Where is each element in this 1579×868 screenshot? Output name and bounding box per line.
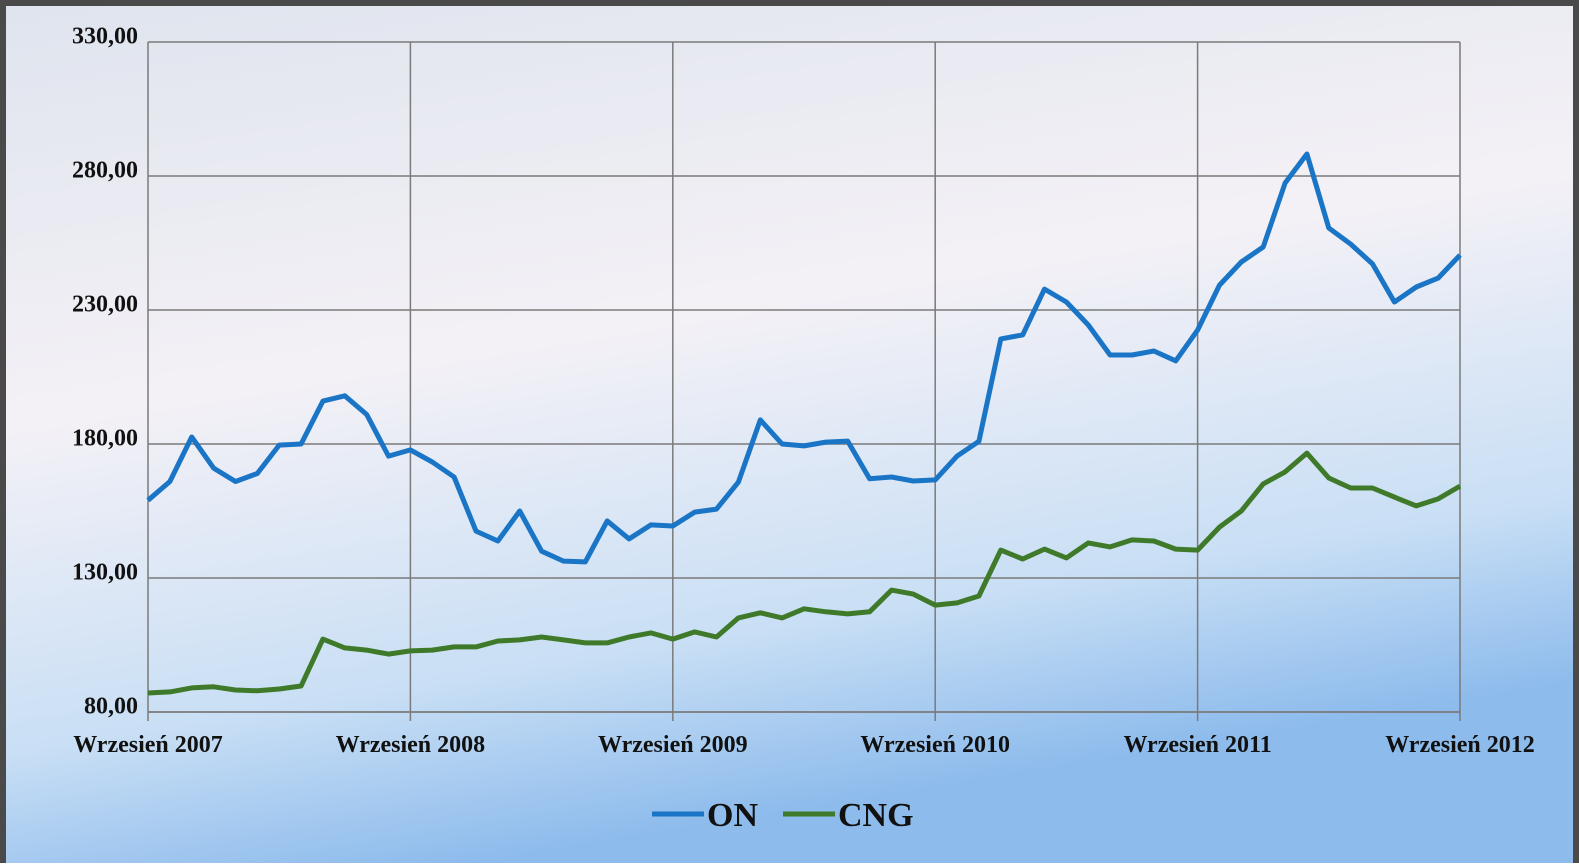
x-tick-label: Wrzesień 2010 [860,732,1010,758]
x-tick-label: Wrzesień 2008 [336,732,486,758]
page: 80,00 130,00 180,00 230,00 280,00 330,00 Wrzes… [0,0,1579,863]
x-tick-label: Wrzesień 2012 [1385,732,1535,758]
legend-label: CNG [838,797,914,834]
background [6,6,1573,863]
x-tick-label: Wrzesień 2011 [1123,732,1271,758]
y-tick-label: 280,00 [72,158,138,184]
x-tick-label: Wrzesień 2007 [73,732,223,758]
y-tick-label: 230,00 [72,292,138,318]
y-tick-label: 80,00 [84,694,138,720]
y-tick-label: 330,00 [72,24,138,50]
x-tick-label: Wrzesień 2009 [598,732,748,758]
y-tick-label: 180,00 [72,426,138,452]
chart: 80,00 130,00 180,00 230,00 280,00 330,00 Wrzes… [0,0,1579,863]
legend-label: ON [707,797,758,834]
y-tick-label: 130,00 [72,560,138,586]
